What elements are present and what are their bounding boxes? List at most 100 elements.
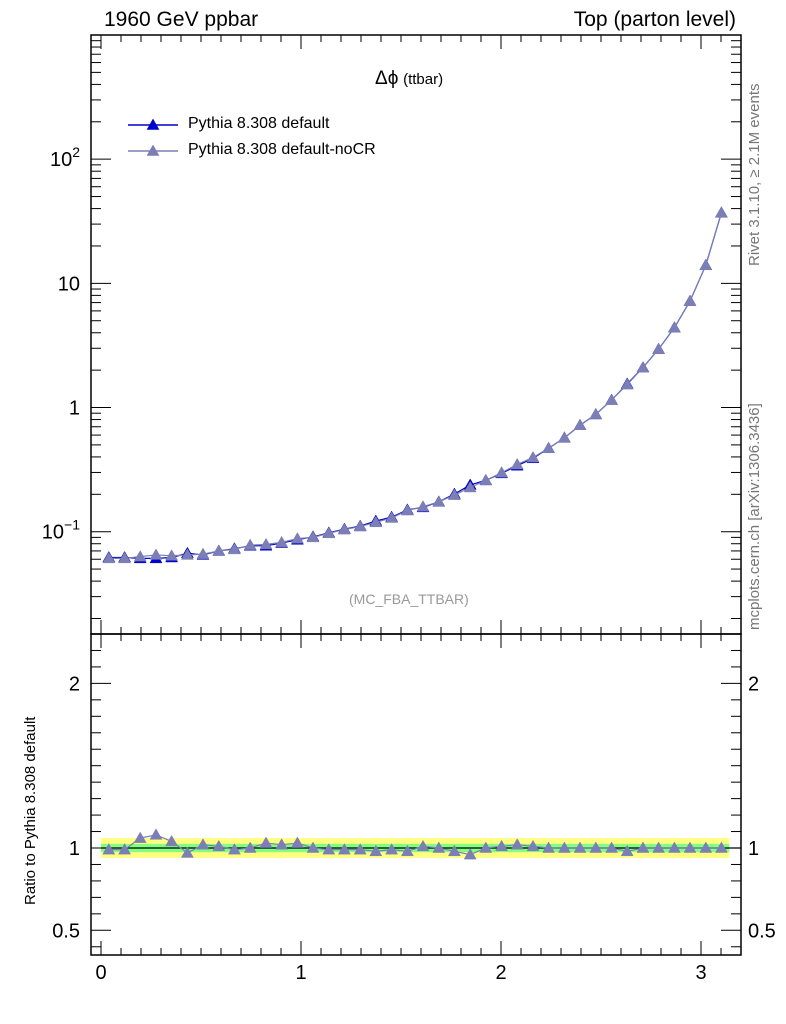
y-tick-label-3: 102	[50, 144, 80, 171]
ratio-nocr-point	[495, 839, 509, 852]
nocr-point	[542, 441, 556, 453]
ratio-nocr-point	[432, 841, 446, 853]
nocr-point	[196, 547, 210, 559]
nocr-point	[573, 418, 587, 430]
ratio-nocr-point	[714, 841, 728, 853]
ratio-y-axis-label: Ratio to Pythia 8.308 default	[22, 716, 39, 905]
ratio-nocr-point	[573, 841, 587, 853]
ratio-nocr-point	[180, 846, 194, 858]
nocr-line	[108, 212, 722, 559]
legend-marker-default	[146, 118, 160, 130]
nocr-point	[212, 544, 226, 556]
ratio-nocr-point	[557, 841, 571, 853]
ratio-nocr-point	[652, 841, 666, 853]
nocr-point	[400, 504, 414, 516]
ratio-nocr-point	[118, 843, 132, 855]
nocr-point	[243, 538, 257, 550]
legend-entry-nocr: Pythia 8.308 default-noCR	[188, 141, 376, 158]
nocr-point	[479, 473, 493, 486]
nocr-point	[636, 361, 650, 373]
ratio-nocr-point	[683, 841, 697, 853]
ratio-nocr-point	[322, 843, 336, 855]
ratio-nocr-series	[102, 828, 728, 860]
nocr-point	[652, 342, 666, 354]
nocr-point	[416, 500, 430, 512]
nocr-point	[447, 488, 461, 500]
nocr-point	[495, 466, 509, 478]
ratio-y-tick-label-right-2: 2	[748, 673, 759, 695]
nocr-point	[526, 450, 540, 463]
nocr-point	[510, 457, 524, 470]
ratio-nocr-point	[102, 843, 116, 855]
default-series	[102, 206, 728, 564]
ratio-panel-frame	[90, 633, 742, 956]
nocr-point	[102, 551, 116, 564]
ratio-nocr-point	[306, 841, 320, 853]
ratio-nocr-point	[243, 841, 257, 853]
ratio-nocr-point	[165, 834, 179, 847]
plot-title-symbol: Δϕ	[375, 68, 399, 89]
ratio-nocr-point	[259, 836, 273, 848]
nocr-point	[557, 431, 571, 443]
nocr-point	[259, 537, 273, 550]
nocr-point	[337, 523, 351, 535]
plot-title-suffix: (ttbar)	[403, 71, 444, 88]
rivet-label: Rivet 3.1.10, ≥ 2.1M events	[746, 83, 763, 267]
ratio-nocr-point	[369, 844, 383, 857]
nocr-point	[353, 520, 367, 532]
ratio-y-tick-label-left-2: 2	[69, 673, 80, 695]
ratio-nocr-point	[212, 839, 226, 852]
x-tick-label-3: 3	[695, 962, 706, 984]
y-tick-label-2: 10	[58, 273, 80, 295]
ratio-y-tick-label-right-0.5: 0.5	[748, 920, 776, 942]
ratio-nocr-point	[667, 841, 681, 853]
nocr-point	[699, 258, 713, 270]
ratio-nocr-point	[463, 848, 477, 860]
ratio-nocr-point	[275, 838, 289, 850]
ratio-nocr-point	[447, 844, 461, 857]
x-tick-label-0: 0	[95, 962, 106, 984]
y-tick-label-0: 10−1	[42, 517, 80, 544]
ratio-nocr-point	[510, 838, 524, 850]
x-tick-label-2: 2	[495, 962, 506, 984]
plot-title: Δϕ (ttbar)	[375, 68, 443, 90]
ratio-y-tick-label-left-0.5: 0.5	[52, 920, 80, 942]
nocr-point	[589, 407, 603, 420]
nocr-point	[667, 321, 681, 333]
nocr-point	[620, 378, 634, 390]
ratio-nocr-point	[353, 843, 367, 855]
nocr-point	[432, 495, 446, 507]
legend-marker-nocr	[146, 144, 160, 156]
nocr-point	[322, 526, 336, 539]
ratio-nocr-point	[133, 831, 147, 843]
ratio-nocr-point	[526, 839, 540, 852]
ratio-nocr-point	[699, 841, 713, 853]
nocr-point	[290, 532, 304, 544]
nocr-series	[102, 206, 728, 564]
nocr-point	[275, 535, 289, 548]
nocr-point	[385, 511, 399, 523]
ratio-nocr-point	[479, 841, 493, 853]
nocr-point	[133, 550, 147, 562]
ratio-nocr-point	[589, 841, 603, 853]
nocr-point	[605, 393, 619, 405]
ratio-y-tick-label-left-1: 1	[69, 838, 80, 860]
ratio-nocr-point	[605, 841, 619, 853]
nocr-point	[306, 530, 320, 543]
nocr-point	[683, 294, 697, 306]
nocr-point	[149, 548, 163, 560]
nocr-point	[463, 480, 477, 493]
legend-entry-default: Pythia 8.308 default	[188, 115, 330, 132]
ratio-nocr-line	[108, 834, 722, 856]
nocr-point	[180, 548, 194, 560]
y-tick-label-1: 1	[69, 398, 80, 420]
ratio-nocr-point	[636, 841, 650, 853]
nocr-point	[118, 551, 132, 564]
source-label: mcplots.cern.ch [arXiv:1306.3436]	[746, 403, 763, 630]
ratio-nocr-point	[385, 843, 399, 855]
ratio-nocr-point	[400, 844, 414, 857]
ratio-nocr-point	[149, 828, 163, 840]
ratio-nocr-point	[337, 843, 351, 855]
ratio-nocr-point	[196, 838, 210, 850]
